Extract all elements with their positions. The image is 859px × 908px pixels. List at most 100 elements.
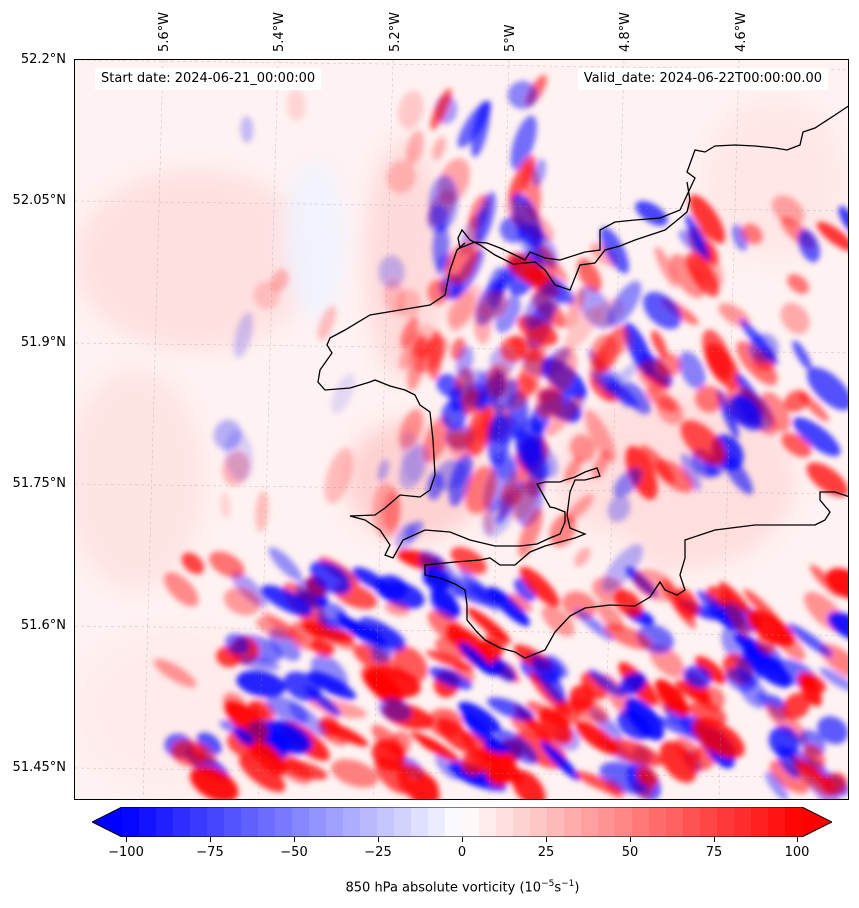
colorbar-cell	[751, 807, 769, 837]
vorticity-blob	[756, 633, 776, 655]
vorticity-blob	[441, 399, 467, 430]
colorbar-tickmark	[462, 837, 463, 842]
vorticity-blob	[271, 269, 289, 292]
colorbar-cell	[700, 807, 718, 837]
vorticity-blob	[261, 585, 313, 617]
colorbar-extend-high	[802, 807, 832, 837]
vorticity-blob	[517, 223, 558, 269]
vorticity-blob	[683, 665, 712, 689]
vorticity-blob	[419, 737, 446, 754]
vorticity-blob	[480, 290, 508, 319]
vorticity-blob	[256, 617, 295, 640]
vorticity-blob	[508, 155, 536, 203]
vorticity-blob	[307, 671, 356, 700]
vorticity-blob	[772, 195, 804, 225]
vorticity-blob	[577, 258, 602, 293]
vorticity-blob	[538, 707, 573, 745]
vorticity-blob	[460, 369, 491, 410]
vorticity-blob	[680, 453, 701, 491]
colorbar-cell	[598, 807, 616, 837]
vorticity-blob	[383, 278, 406, 316]
vorticity-blob	[374, 756, 413, 795]
colorbar-tickmark	[294, 837, 295, 842]
vorticity-blob	[386, 160, 416, 194]
vorticity-blob	[792, 417, 841, 457]
vorticity-blob	[702, 329, 733, 380]
vorticity-blob	[695, 656, 727, 684]
vorticity-blob	[363, 666, 421, 698]
vorticity-blob	[436, 718, 475, 753]
vorticity-blob	[236, 656, 281, 671]
vorticity-blob	[789, 755, 836, 790]
vorticity-blob	[607, 738, 663, 767]
vorticity-blob	[509, 593, 533, 612]
lat-label-51-75n: 51.75°N	[12, 476, 66, 491]
colorbar-cell	[683, 807, 701, 837]
vorticity-blob	[685, 214, 710, 261]
vorticity-blob	[563, 305, 601, 352]
colorbar-tick-label: 100	[784, 845, 810, 860]
vorticity-blob	[544, 655, 569, 678]
vorticity-blob	[310, 560, 351, 595]
vorticity-blob	[669, 254, 706, 298]
vorticity-blob	[656, 397, 684, 425]
colorbar-cell	[139, 807, 157, 837]
vorticity-blob	[720, 591, 750, 638]
vorticity-blob	[607, 326, 633, 355]
vorticity-blob	[511, 769, 546, 799]
vorticity-blob	[695, 385, 723, 413]
vorticity-blob	[838, 205, 848, 235]
valid-date-label: Valid_date: 2024-06-22T00:00:00.00	[577, 68, 828, 90]
vorticity-blob	[540, 741, 580, 781]
vorticity-blob	[532, 158, 546, 187]
colorbar-tick-label: −25	[364, 845, 392, 860]
vorticity-blob	[787, 274, 810, 294]
lat-label-52-05n: 52.05°N	[12, 193, 66, 208]
vorticity-blob	[301, 623, 353, 643]
vorticity-blob	[614, 589, 643, 618]
vorticity-blob	[787, 623, 833, 657]
colorbar-tick-label: −100	[108, 845, 144, 860]
vorticity-blob	[736, 656, 762, 685]
vorticity-blob	[486, 766, 509, 787]
colorbar-tick-label: 75	[705, 845, 723, 860]
vorticity-blob	[427, 279, 449, 305]
vorticity-blob	[482, 494, 517, 538]
vorticity-blob	[510, 115, 537, 171]
vorticity-blob	[501, 484, 522, 506]
vorticity-blob	[535, 387, 564, 419]
vorticity-blob	[233, 727, 255, 746]
vorticity-blob	[455, 345, 474, 379]
vorticity-blob	[224, 430, 254, 482]
vorticity-blob	[153, 659, 197, 688]
colorbar-cell	[411, 807, 429, 837]
vorticity-blob	[719, 581, 751, 614]
vorticity-blob	[806, 367, 848, 411]
vorticity-blob	[637, 359, 670, 391]
vorticity-blob	[523, 280, 565, 330]
vorticity-blob	[423, 555, 442, 585]
colorbar-cell	[190, 807, 208, 837]
colorbar-cell	[343, 807, 361, 837]
vorticity-blob	[531, 655, 566, 705]
lon-label-5-2w: 5.2°W	[388, 11, 403, 52]
vorticity-blob	[240, 116, 254, 143]
lon-label-4-8w: 4.8°W	[618, 11, 633, 52]
vorticity-blob	[524, 437, 558, 478]
vorticity-blob	[654, 246, 678, 288]
vorticity-blob	[171, 739, 207, 767]
vorticity-blob	[317, 305, 337, 341]
vorticity-blob	[377, 459, 390, 482]
vorticity-blob	[322, 731, 347, 746]
vorticity-blob	[316, 602, 347, 629]
colorbar-cell	[360, 807, 378, 837]
vorticity-blob	[430, 586, 461, 616]
vorticity-blob	[457, 100, 492, 148]
vorticity-blob	[793, 763, 831, 797]
vorticity-blob	[305, 686, 341, 716]
vorticity-blob	[507, 80, 538, 110]
vorticity-blob	[562, 591, 597, 620]
colorbar-cell	[479, 807, 497, 837]
vorticity-blob	[643, 291, 682, 330]
vorticity-blob	[569, 434, 596, 462]
